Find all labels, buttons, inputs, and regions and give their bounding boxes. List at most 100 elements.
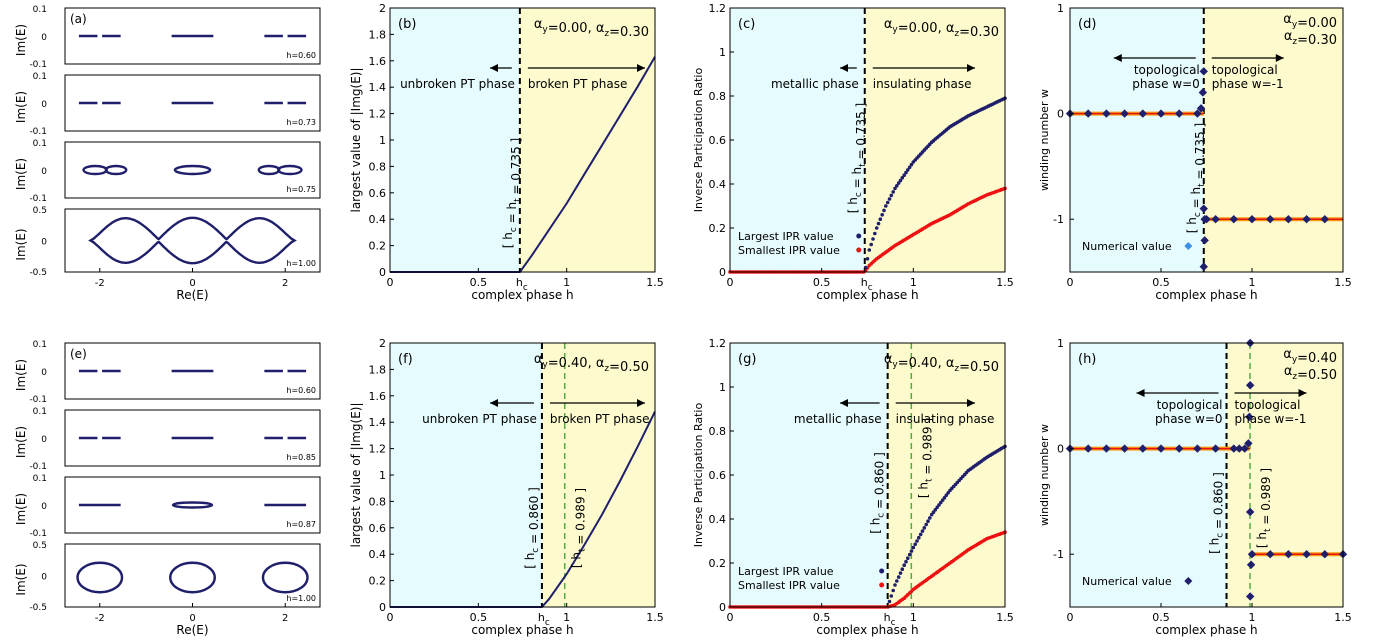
spectrum-ytick: 0.1 — [33, 72, 47, 82]
ipr-large-point — [878, 217, 883, 221]
ipr-large-point — [915, 539, 919, 543]
winding-point — [1320, 215, 1329, 224]
spectrum-curves — [82, 164, 303, 176]
phase-bg-left — [390, 343, 542, 607]
spectrum-ytick: 0.1 — [33, 139, 47, 149]
spectrum-h-label: h=0.60 — [286, 386, 316, 395]
ipr-large-point — [885, 200, 890, 205]
ipr-large-point — [889, 193, 894, 198]
spectrum-xlabel: Re(E) — [176, 288, 208, 302]
winding-point — [1199, 262, 1208, 271]
winding-point — [1138, 444, 1147, 453]
hc-annotation-sub: c — [854, 192, 864, 197]
alpha-label-base: α — [596, 21, 605, 36]
ipr-large-point — [869, 242, 873, 247]
ytick-label: 0.8 — [369, 495, 387, 508]
ipr-large-point — [906, 168, 910, 172]
xtick-label: 1.5 — [996, 611, 1014, 624]
ipr-large-point — [944, 493, 949, 498]
ipr-large-point — [898, 178, 903, 183]
ipr-largest-series — [887, 444, 1007, 604]
hc-annotation-sub: t — [858, 163, 868, 167]
winding-point — [1156, 109, 1166, 118]
xtick-label-base: h — [861, 276, 868, 289]
xtick-label-base: h — [538, 611, 545, 624]
phase-bg-left — [390, 8, 520, 272]
ipr-large-point — [895, 184, 899, 188]
alpha-label-part: =0.00, — [898, 21, 946, 36]
legend-largest-marker — [879, 568, 885, 574]
spectrum-loop — [76, 561, 124, 594]
ipr-large-point — [902, 563, 906, 567]
left-phase-label: metallic phase — [794, 412, 882, 426]
xtick-label: 0 — [1067, 276, 1074, 289]
hc-annotation-base: h — [1208, 538, 1222, 546]
spectrum-ylabel: Im(E) — [14, 91, 28, 123]
hc-annotation-part: [ — [501, 240, 515, 249]
spectrum-loop — [173, 164, 212, 176]
hc-annotation-part: [ — [523, 560, 537, 569]
ht-annotation: [ ht = 0.989 ] — [570, 488, 588, 568]
ipr-large-point — [891, 588, 895, 593]
hc-annotation-base: h — [846, 197, 860, 205]
spectrum-panel-label: (a) — [70, 12, 87, 26]
ytick-label: 0 — [1057, 443, 1064, 456]
spectrum-ytick: 0.5 — [33, 541, 47, 551]
spectrum-ytick: 0 — [41, 167, 47, 177]
phase-bg-right — [1203, 8, 1343, 272]
legend-largest-label: Largest IPR value — [738, 565, 834, 578]
ytick-label: 0.6 — [709, 134, 727, 147]
hc-annotation-part: = 0.860 ] — [527, 487, 541, 548]
ipr-large-point — [909, 162, 914, 167]
spectrum-ytick: 0 — [41, 100, 47, 110]
winding-point — [1156, 444, 1166, 453]
ytick-label: 0.8 — [369, 160, 387, 173]
alpha-y-label-sub: y — [1292, 20, 1298, 30]
spectrum-box — [64, 543, 321, 608]
left-arrow-head — [840, 399, 848, 407]
hc-annotation-part: = 0.860 ] — [873, 452, 887, 513]
phase-bg-right — [1226, 343, 1343, 607]
xtick-label: hc — [861, 276, 873, 293]
ipr-large-point — [865, 257, 870, 261]
spectrum-ytick: -0.1 — [29, 127, 47, 137]
right-phase-label-2: phase w=-1 — [1235, 412, 1307, 426]
ipr-large-point — [867, 248, 872, 252]
winding-point — [1199, 67, 1208, 76]
spectrum-ylabel: Im(E) — [14, 563, 28, 595]
ipr-large-point — [939, 500, 943, 505]
alpha-label-sub: y — [542, 25, 548, 35]
ht-annotation-part: = 0.989 ] — [574, 488, 588, 549]
spectrum-loop — [104, 164, 128, 176]
alpha-z-label-part: =0.50 — [1297, 368, 1337, 383]
alpha-label-sub: y — [892, 360, 898, 370]
legend-largest-marker — [856, 233, 862, 239]
left-phase-label-2: phase w=0 — [1155, 412, 1223, 426]
spectrum-ytick: 0.1 — [33, 340, 47, 350]
hc-annotation-base: h — [869, 518, 883, 526]
right-arrow-head — [967, 399, 975, 407]
alpha-label-base: α — [596, 356, 605, 371]
ytick-label: 1.4 — [369, 416, 387, 429]
panel-label: (b) — [398, 17, 416, 32]
spectrum-ytick: -0.1 — [29, 60, 47, 70]
xtick-label: 0.5 — [470, 276, 488, 289]
ipr-large-point — [873, 231, 877, 236]
winding-point — [1199, 204, 1208, 213]
hc-annotation-base: h — [523, 553, 537, 561]
alpha-label-sub: z — [954, 29, 959, 39]
hc-annotation-part: = 0.860 ] — [1212, 472, 1226, 533]
ytick-label: 0 — [1057, 108, 1064, 121]
axes-box — [1069, 7, 1344, 273]
phase-bg-left — [730, 343, 888, 607]
xtick-label: hc — [884, 611, 896, 628]
phase-bg-right — [887, 343, 1005, 607]
left-phase-label: unbroken PT phase — [400, 77, 515, 91]
hc-annotation: [ hc = ht = 0.735 ] — [501, 138, 523, 248]
ytick-label: 1 — [719, 381, 726, 394]
ipr-large-point — [922, 526, 927, 530]
ipr-large-point — [909, 549, 914, 553]
alpha-label-part: =0.50 — [609, 360, 649, 375]
alpha-label-sub: y — [542, 360, 548, 370]
